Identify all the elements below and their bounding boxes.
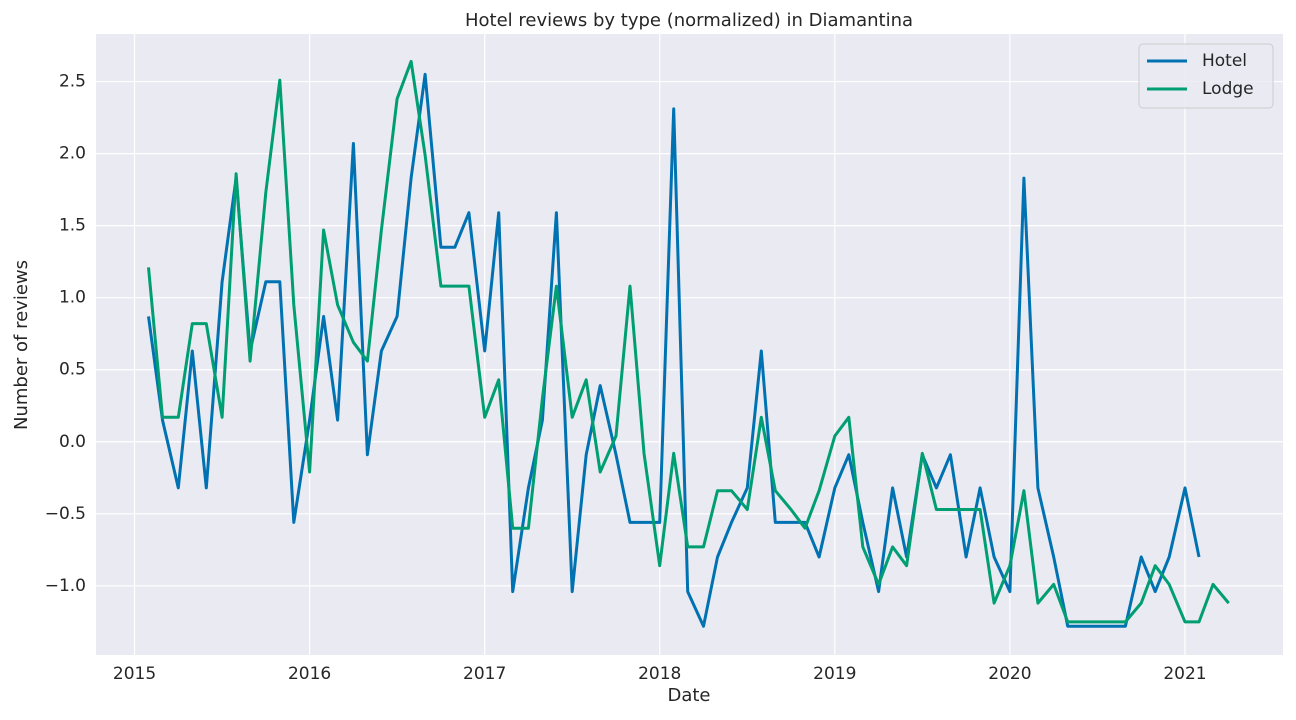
y-tick-label: 2.0 bbox=[59, 144, 86, 164]
chart-title: Hotel reviews by type (normalized) in Di… bbox=[465, 10, 913, 31]
x-tick-label: 2020 bbox=[988, 664, 1031, 684]
x-tick-label: 2018 bbox=[638, 664, 681, 684]
legend-label: Lodge bbox=[1202, 79, 1254, 99]
series-line bbox=[147, 59, 1230, 624]
plot-area bbox=[96, 34, 1283, 655]
series-line bbox=[147, 72, 1201, 628]
x-tick-label: 2021 bbox=[1163, 664, 1206, 684]
x-tick-label: 2016 bbox=[288, 664, 331, 684]
x-tick-label: 2015 bbox=[113, 664, 156, 684]
lines bbox=[147, 59, 1230, 628]
x-tick-label: 2019 bbox=[813, 664, 856, 684]
legend-label: Hotel bbox=[1202, 51, 1247, 71]
y-axis-label: Number of reviews bbox=[11, 260, 32, 430]
y-tick-label: 1.5 bbox=[59, 216, 86, 236]
y-tick-label: 0.0 bbox=[59, 432, 86, 452]
y-tick-label: 0.5 bbox=[59, 360, 86, 380]
y-tick-label: 1.0 bbox=[59, 288, 86, 308]
y-tick-label: −1.0 bbox=[45, 576, 86, 596]
x-axis-label: Date bbox=[667, 685, 710, 706]
legend: Hotel Lodge bbox=[1138, 43, 1274, 109]
y-tick-label: −0.5 bbox=[45, 504, 86, 524]
x-tick-label: 2017 bbox=[463, 664, 506, 684]
y-tick-label: 2.5 bbox=[59, 72, 86, 92]
